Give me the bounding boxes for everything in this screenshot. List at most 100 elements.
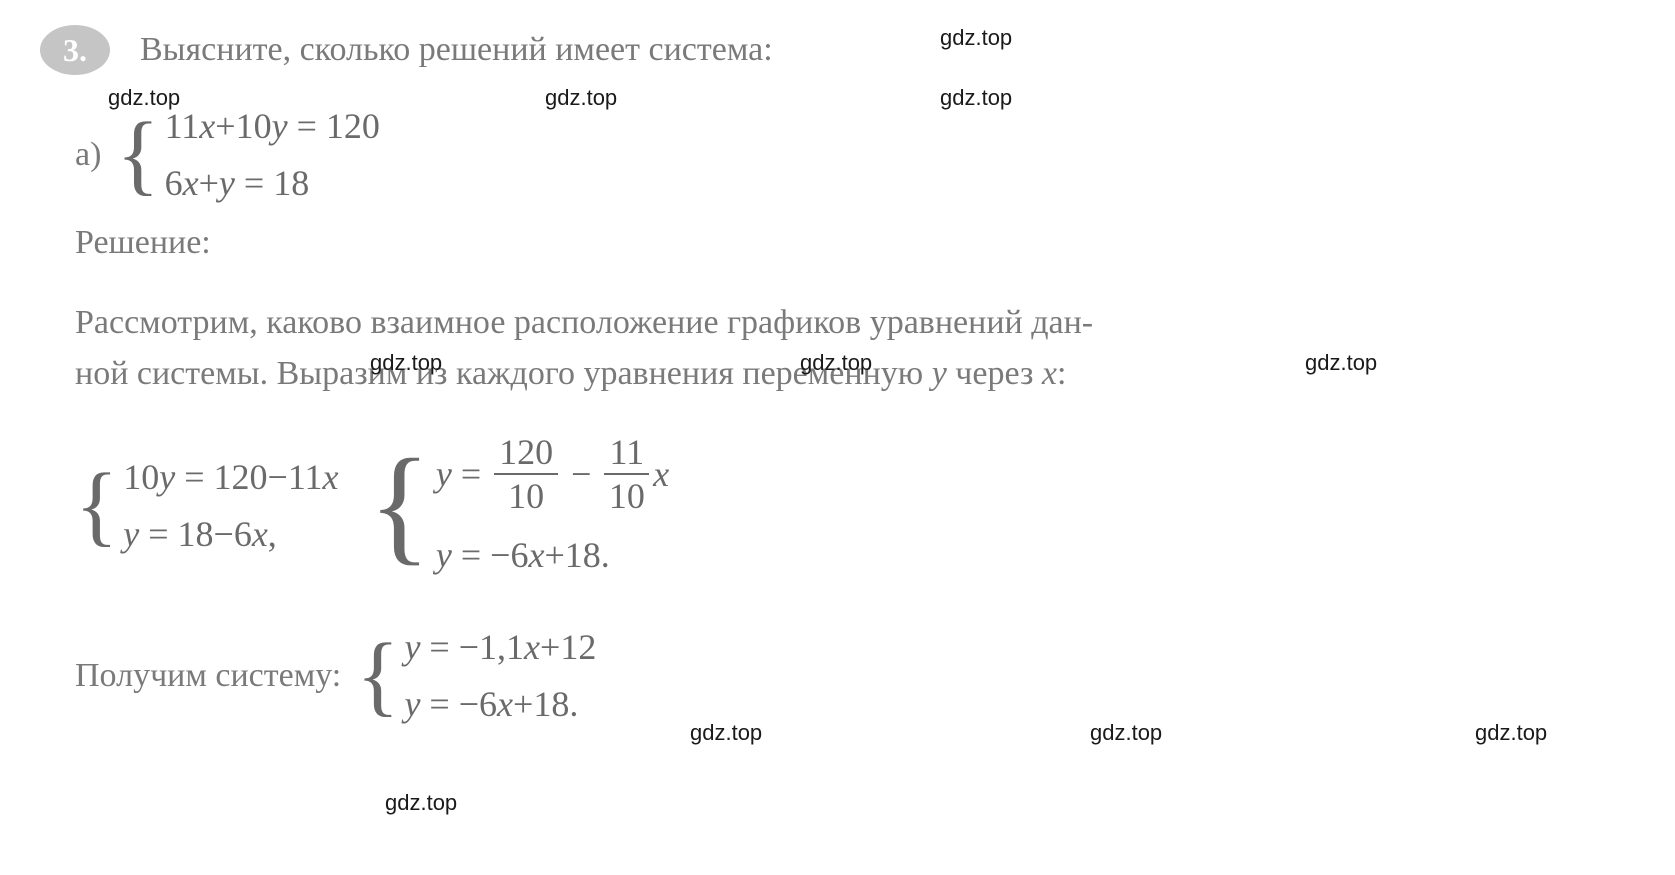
- eq: =: [184, 457, 204, 497]
- watermark: gdz.top: [800, 350, 872, 376]
- eq: =: [244, 163, 264, 203]
- coef: 10: [123, 457, 159, 497]
- var: y: [123, 514, 139, 554]
- eq: =: [148, 514, 168, 554]
- equations-group: 11x+10y = 120 6x+y = 18: [165, 105, 380, 204]
- final-system-line: Получим систему: { y = −1,1x+12 y = −6x+…: [75, 626, 1635, 725]
- denominator: 10: [609, 475, 645, 514]
- op: −: [214, 514, 234, 554]
- equation-2: 6x+y = 18: [165, 162, 380, 204]
- numerator: 11: [604, 434, 649, 475]
- problem-number-badge: 3.: [40, 25, 110, 75]
- coef: 10: [236, 106, 272, 146]
- left-brace-icon: {: [116, 123, 159, 186]
- final-eq-2: y = −6x+18.: [404, 683, 596, 725]
- end: .: [569, 684, 578, 724]
- fraction-1: 120 10: [494, 434, 558, 514]
- var: y: [436, 535, 452, 575]
- equations-group: 10y = 120−11x y = 18−6x,: [123, 456, 338, 555]
- op: −: [459, 627, 479, 667]
- numerator: 120: [494, 434, 558, 475]
- comma: ,: [268, 514, 277, 554]
- problem-header: 3. Выясните, сколько решений имеет систе…: [40, 25, 1635, 75]
- problem-prompt: Выясните, сколько решений имеет система:: [140, 31, 773, 69]
- end: .: [601, 535, 610, 575]
- coef: 11: [288, 457, 323, 497]
- coef: 6: [165, 163, 183, 203]
- var: y: [404, 684, 420, 724]
- coef: 11: [165, 106, 200, 146]
- paragraph-line-2c: :: [1057, 355, 1066, 392]
- solution-label: Решение:: [75, 224, 1635, 262]
- watermark: gdz.top: [690, 720, 762, 746]
- final-eq-1: y = −1,1x+12: [404, 626, 596, 668]
- var: y: [159, 457, 175, 497]
- denominator: 10: [508, 475, 544, 514]
- op: +: [215, 106, 235, 146]
- eq: =: [429, 627, 449, 667]
- var-y: y: [932, 355, 947, 392]
- watermark: gdz.top: [545, 85, 617, 111]
- explanation-paragraph: Рассмотрим, каково взаимное расположение…: [75, 297, 1635, 399]
- step-eq-4: y = −6x+18.: [436, 534, 669, 576]
- watermark: gdz.top: [1305, 350, 1377, 376]
- watermark: gdz.top: [108, 85, 180, 111]
- eq: =: [429, 684, 449, 724]
- eq: =: [297, 106, 317, 146]
- system-a: а) { 11x+10y = 120 6x+y = 18: [75, 105, 1635, 204]
- brace-system: { 11x+10y = 120 6x+y = 18: [116, 105, 379, 204]
- var-x: x: [1042, 355, 1057, 392]
- left-brace-icon: {: [356, 644, 399, 707]
- paragraph-line-1: Рассмотрим, каково взаимное расположение…: [75, 304, 1093, 341]
- var: y: [404, 627, 420, 667]
- step-eq-2: y = 18−6x,: [123, 513, 338, 555]
- op: +: [199, 163, 219, 203]
- rhs: 120: [326, 106, 380, 146]
- step-system-right: { y = 120 10 − 11 10 x y = −6x+18.: [368, 434, 669, 576]
- step-system-left: { 10y = 120−11x y = 18−6x,: [75, 456, 338, 555]
- coef: 6: [234, 514, 252, 554]
- watermark: gdz.top: [940, 85, 1012, 111]
- op: +: [544, 535, 564, 575]
- const: 18: [565, 535, 601, 575]
- coef: 1,1: [479, 627, 524, 667]
- coef: 6: [510, 535, 528, 575]
- op: −: [459, 684, 479, 724]
- step-eq-3: y = 120 10 − 11 10 x: [436, 434, 669, 514]
- eq: =: [461, 535, 481, 575]
- final-system: { y = −1,1x+12 y = −6x+18.: [356, 626, 596, 725]
- var: x: [524, 627, 540, 667]
- var: x: [497, 684, 513, 724]
- var: x: [528, 535, 544, 575]
- var: y: [272, 106, 288, 146]
- equations-group: y = −1,1x+12 y = −6x+18.: [404, 626, 596, 725]
- left-brace-icon: {: [75, 474, 118, 537]
- fraction-2: 11 10: [604, 434, 649, 514]
- var: x: [322, 457, 338, 497]
- left-brace-icon: {: [368, 460, 430, 551]
- step-systems: { 10y = 120−11x y = 18−6x, { y = 120 10 …: [75, 434, 1635, 576]
- var: y: [219, 163, 235, 203]
- var: x: [183, 163, 199, 203]
- coef: 6: [479, 684, 497, 724]
- equation-1: 11x+10y = 120: [165, 105, 380, 147]
- var: x: [252, 514, 268, 554]
- const: 18: [533, 684, 569, 724]
- watermark: gdz.top: [385, 790, 457, 816]
- op: −: [571, 453, 591, 495]
- var: x: [199, 106, 215, 146]
- eq: =: [461, 453, 481, 495]
- op: +: [540, 627, 560, 667]
- op: −: [490, 535, 510, 575]
- final-text: Получим систему:: [75, 657, 341, 695]
- equations-group: y = 120 10 − 11 10 x y = −6x+18.: [436, 434, 669, 576]
- watermark: gdz.top: [1475, 720, 1547, 746]
- watermark: gdz.top: [1090, 720, 1162, 746]
- const: 120: [214, 457, 268, 497]
- var: x: [653, 453, 669, 495]
- step-eq-1: 10y = 120−11x: [123, 456, 338, 498]
- part-label: а): [75, 136, 101, 174]
- var: y: [436, 453, 452, 495]
- const: 12: [560, 627, 596, 667]
- const: 18: [178, 514, 214, 554]
